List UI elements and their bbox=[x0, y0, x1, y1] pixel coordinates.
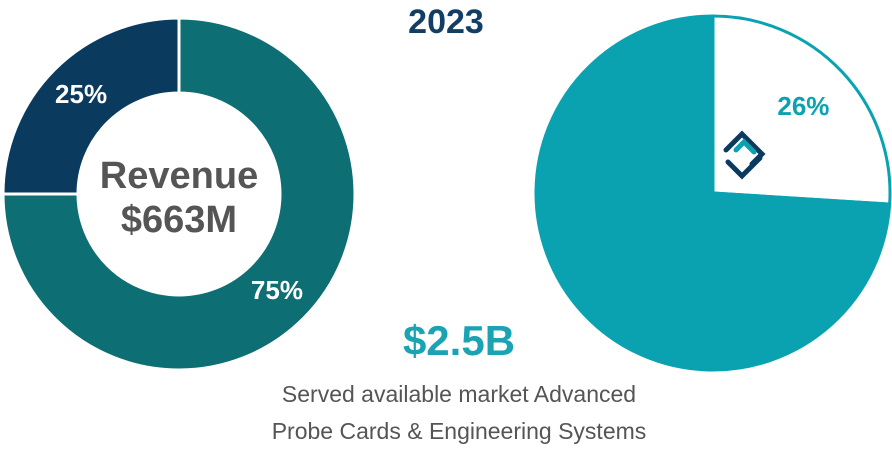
slice bbox=[1, 16, 357, 372]
logo bbox=[723, 130, 766, 180]
slice bbox=[534, 14, 892, 372]
caption: Served available market Advanced bbox=[282, 381, 636, 407]
center-label: $663M bbox=[121, 199, 237, 241]
value-label: 75% bbox=[251, 275, 303, 305]
annotation: $2.5B bbox=[403, 317, 515, 364]
logo-stroke bbox=[723, 130, 766, 167]
slice bbox=[1, 16, 181, 196]
title: 2023 bbox=[408, 3, 484, 41]
plots: 75% 25% Revenue$663M 26% $2.5B Served availab… bbox=[1, 14, 892, 444]
caption: Probe Cards & Engineering Systems bbox=[272, 418, 647, 444]
center-label: Revenue bbox=[100, 155, 258, 197]
value-label: 25% bbox=[55, 79, 107, 109]
logo-stroke bbox=[733, 138, 757, 155]
value-label: 26% bbox=[777, 91, 829, 121]
